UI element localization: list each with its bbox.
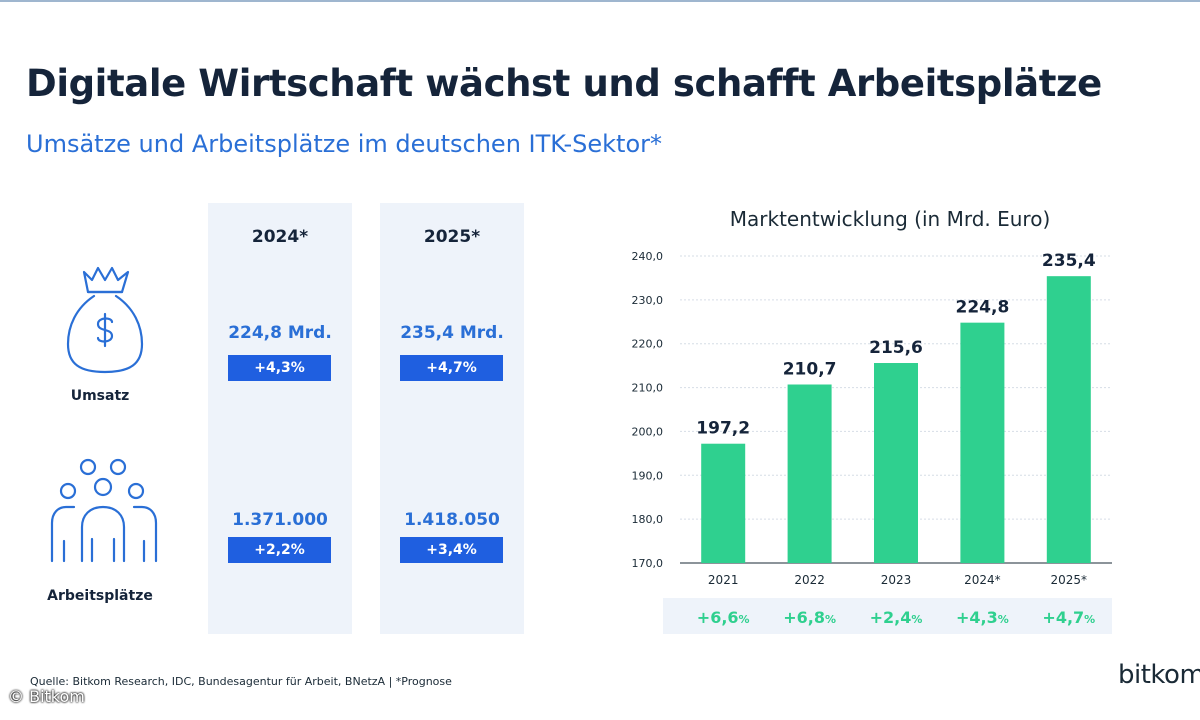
jobs-value: 1.418.050 xyxy=(404,510,500,530)
bar xyxy=(1046,276,1091,563)
page-subtitle: Umsätze und Arbeitsplätze im deutschen I… xyxy=(26,130,663,158)
copyright-note: © Bitkom xyxy=(8,687,85,706)
data-label: 197,2 xyxy=(696,419,750,439)
y-tick-label: 210,0 xyxy=(632,382,664,395)
growth-label: +6,8% xyxy=(783,608,836,627)
column-year: 2025* xyxy=(423,227,481,247)
column-2024: 2024* 224,8 Mrd. +4,3% 1.371.000 +2,2% xyxy=(208,203,352,634)
bar xyxy=(701,443,746,563)
people-icon xyxy=(50,458,158,563)
y-tick-label: 190,0 xyxy=(632,469,664,482)
revenue-growth-badge: +4,7% xyxy=(400,355,503,381)
revenue-growth-badge: +4,3% xyxy=(228,355,331,381)
growth-label: +4,3% xyxy=(956,608,1009,627)
x-tick-label: 2024* xyxy=(964,573,1001,587)
x-tick-label: 2021 xyxy=(708,573,739,587)
data-label: 210,7 xyxy=(783,360,837,380)
x-tick-label: 2025* xyxy=(1051,573,1088,587)
column-2025: 2025* 235,4 Mrd. +4,7% 1.418.050 +3,4% xyxy=(380,203,524,634)
jobs-row-label: Arbeitsplätze xyxy=(47,588,153,604)
source-note: Quelle: Bitkom Research, IDC, Bundesagen… xyxy=(30,675,452,688)
page-title: Digitale Wirtschaft wächst und schafft A… xyxy=(26,62,1102,105)
y-tick-label: 220,0 xyxy=(632,338,664,351)
data-label: 224,8 xyxy=(956,298,1010,318)
growth-label: +6,6% xyxy=(697,608,750,627)
bar xyxy=(874,363,918,563)
data-label: 215,6 xyxy=(869,338,923,358)
y-tick-label: 170,0 xyxy=(632,557,664,570)
bitkom-logo: bitkom xyxy=(1118,660,1200,690)
revenue-row-label: Umsatz xyxy=(70,388,130,404)
column-year: 2024* xyxy=(251,227,309,247)
jobs-value: 1.371.000 xyxy=(232,510,328,530)
growth-label: +4,7% xyxy=(1042,608,1095,627)
y-tick-label: 200,0 xyxy=(632,425,664,438)
revenue-value: 235,4 Mrd. xyxy=(400,323,504,343)
chart-title: Marktentwicklung (in Mrd. Euro) xyxy=(729,207,1051,231)
y-tick-label: 180,0 xyxy=(632,513,664,526)
data-label: 235,4 xyxy=(1042,251,1096,271)
growth-label: +2,4% xyxy=(870,608,923,627)
growth-band xyxy=(663,598,1112,634)
y-tick-label: 240,0 xyxy=(632,250,664,263)
money-bag-icon xyxy=(66,266,144,374)
x-tick-label: 2023 xyxy=(881,573,912,587)
revenue-value: 224,8 Mrd. xyxy=(228,323,332,343)
x-tick-label: 2022 xyxy=(794,573,825,587)
bar xyxy=(787,384,832,563)
jobs-growth-badge: +2,2% xyxy=(228,537,331,563)
jobs-growth-badge: +3,4% xyxy=(400,537,503,563)
y-tick-label: 230,0 xyxy=(632,294,664,307)
bar xyxy=(960,322,1005,563)
